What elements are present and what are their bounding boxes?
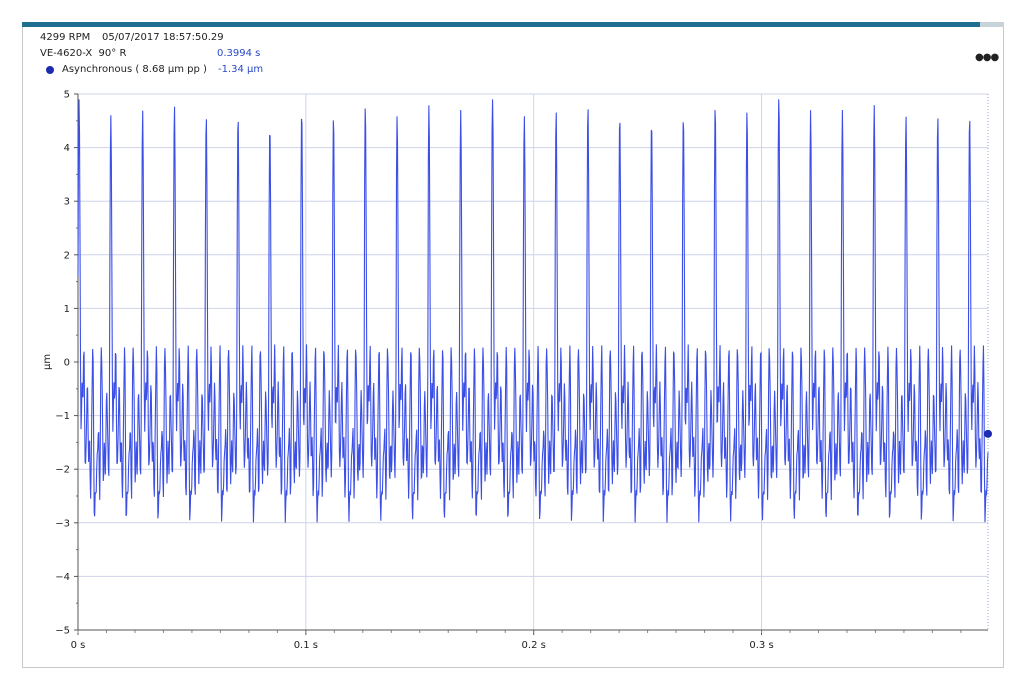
x-tick-label: 0.1 s: [294, 640, 318, 651]
y-tick-label: 0: [64, 358, 70, 369]
x-tick-label: 0 s: [71, 640, 86, 651]
cursor-marker[interactable]: [984, 429, 992, 438]
y-tick-label: 3: [64, 197, 70, 208]
y-tick-label: 2: [64, 250, 70, 261]
y-tick-label: −4: [55, 572, 70, 583]
y-tick-label: −5: [55, 626, 70, 637]
x-tick-label: 0.3 s: [749, 640, 773, 651]
rpm-readout: 4299 RPM: [40, 32, 91, 43]
y-tick-label: −1: [55, 411, 70, 422]
panel-title-bar: [22, 22, 980, 27]
x-tick-label: 0.2 s: [522, 640, 546, 651]
y-tick-label: −3: [55, 518, 70, 529]
more-icon[interactable]: ●●●: [975, 52, 999, 63]
timestamp-readout: 05/07/2017 18:57:50.29: [102, 32, 224, 43]
cursor-time-readout: 0.3994 s: [217, 48, 261, 59]
y-tick-label: 5: [64, 90, 70, 101]
legend-label[interactable]: Asynchronous ( 8.68 µm pp ): [62, 64, 207, 75]
y-tick-label: 4: [64, 143, 70, 154]
y-tick-label: 1: [64, 304, 70, 315]
waveform-line: [77, 99, 989, 523]
cursor-value-readout: -1.34 µm: [218, 64, 264, 75]
y-axis-label: µm: [42, 354, 53, 370]
probe-label: VE-4620-X 90° R: [40, 48, 127, 59]
y-tick-label: −2: [55, 465, 70, 476]
legend-marker-icon: [46, 66, 54, 74]
panel-title-bar-end: [980, 22, 1004, 27]
